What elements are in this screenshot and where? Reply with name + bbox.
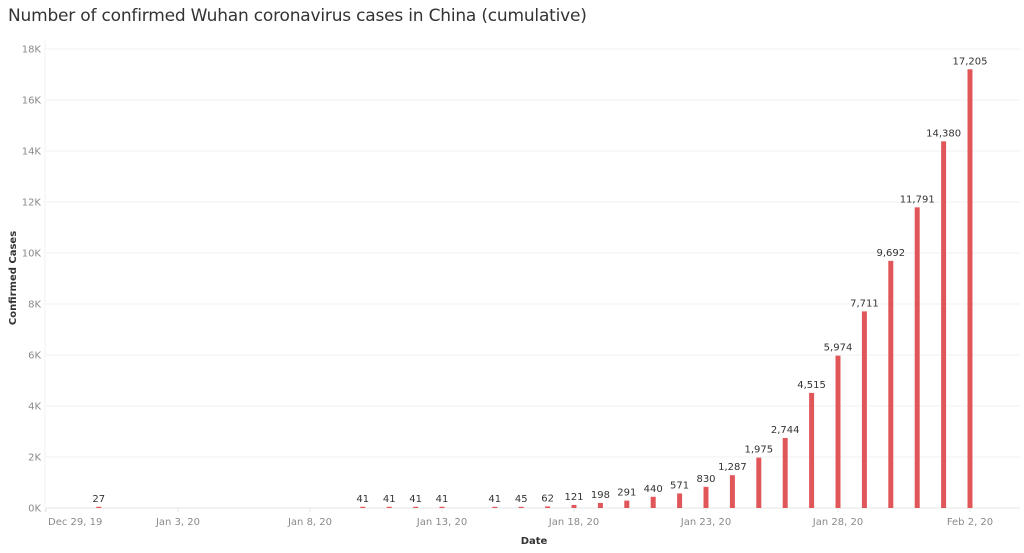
y-tick-label: 2K <box>28 453 41 464</box>
bar[interactable] <box>413 506 419 508</box>
data-label: 41 <box>436 494 449 505</box>
y-tick-label: 8K <box>28 300 41 311</box>
data-label: 41 <box>383 494 396 505</box>
data-label: 440 <box>644 484 663 495</box>
data-label: 27 <box>92 494 105 505</box>
chart-title: Number of confirmed Wuhan coronavirus ca… <box>8 6 587 26</box>
x-tick-label: Jan 8, 20 <box>287 517 332 528</box>
data-label: 45 <box>515 494 528 505</box>
data-label: 17,205 <box>953 56 988 67</box>
bar[interactable] <box>835 355 841 508</box>
data-label: 4,515 <box>797 380 826 391</box>
data-label: 198 <box>591 490 610 501</box>
data-label: 5,974 <box>824 343 853 354</box>
data-label: 1,975 <box>744 445 773 456</box>
bar[interactable] <box>809 392 815 508</box>
y-axis-title: Confirmed Cases <box>8 231 19 325</box>
bar[interactable] <box>624 500 630 508</box>
x-tick-label: Jan 3, 20 <box>155 517 200 528</box>
y-tick-label: 12K <box>22 198 42 209</box>
data-label: 41 <box>488 494 501 505</box>
data-label: 2,744 <box>771 425 800 436</box>
x-tick-label: Jan 18, 20 <box>548 517 599 528</box>
bar[interactable] <box>545 506 551 508</box>
y-tick-label: 18K <box>22 45 42 56</box>
bar[interactable] <box>597 502 603 508</box>
bar[interactable] <box>888 260 894 508</box>
gridlines <box>44 40 1020 512</box>
bar[interactable] <box>650 496 656 508</box>
y-tick-label: 6K <box>28 351 41 362</box>
data-label: 571 <box>670 480 689 491</box>
bar[interactable] <box>386 506 392 508</box>
bar[interactable] <box>703 486 709 508</box>
x-tick-label: Feb 2, 20 <box>947 517 993 528</box>
x-tick-label: Jan 13, 20 <box>416 517 467 528</box>
x-tick-label: Jan 28, 20 <box>812 517 863 528</box>
data-label: 7,711 <box>850 298 879 309</box>
y-tick-label: 16K <box>22 96 42 107</box>
data-label: 41 <box>356 494 369 505</box>
y-axis: 0K 2K 4K 6K 8K 10K 12K 14K 16K 18K <box>22 45 42 515</box>
bar[interactable] <box>782 438 788 508</box>
x-axis: Dec 29, 19 Jan 3, 20 Jan 8, 20 Jan 13, 20 Ja… <box>45 508 993 528</box>
bar[interactable] <box>96 506 102 508</box>
x-tick-label: Jan 23, 20 <box>680 517 731 528</box>
y-tick-label: 14K <box>22 147 42 158</box>
data-label: 9,692 <box>876 248 905 259</box>
bar[interactable] <box>941 141 947 508</box>
x-tick-label: Dec 29, 19 <box>48 517 102 528</box>
data-label: 41 <box>409 494 422 505</box>
bar[interactable] <box>492 506 498 508</box>
bar[interactable] <box>518 506 524 508</box>
data-label: 830 <box>696 474 715 485</box>
bar[interactable] <box>729 475 735 508</box>
bar[interactable] <box>967 69 973 509</box>
bar[interactable] <box>571 504 577 508</box>
y-tick-label: 10K <box>22 249 42 260</box>
y-tick-label: 0K <box>28 504 41 515</box>
y-tick-label: 4K <box>28 402 41 413</box>
bar[interactable] <box>756 457 762 508</box>
data-label: 1,287 <box>718 462 747 473</box>
data-label: 291 <box>617 488 636 499</box>
bar[interactable] <box>861 311 867 508</box>
bar[interactable] <box>914 207 920 508</box>
data-label: 121 <box>564 492 583 503</box>
bar[interactable] <box>677 493 683 508</box>
data-label: 14,380 <box>926 128 961 139</box>
data-label: 62 <box>541 493 554 504</box>
bar[interactable] <box>360 506 366 508</box>
bar[interactable] <box>439 506 445 508</box>
x-axis-title: Date <box>521 536 548 547</box>
data-label: 11,791 <box>900 194 935 205</box>
